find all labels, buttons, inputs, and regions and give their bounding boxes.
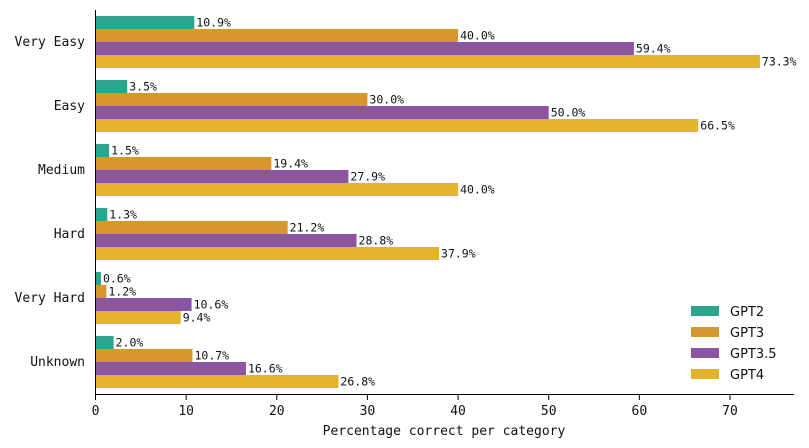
bar-gpt3-5-medium xyxy=(95,170,349,183)
category-label: Very Hard xyxy=(15,291,85,306)
bar-gpt4-medium xyxy=(95,183,459,196)
bar-gpt4-hard xyxy=(95,247,440,260)
x-axis-label: Percentage correct per category xyxy=(323,424,566,439)
x-tick-label: 40 xyxy=(450,404,466,419)
value-label: 30.0% xyxy=(369,93,404,107)
value-label: 37.9% xyxy=(441,247,476,261)
bar-gpt2-unknown xyxy=(95,336,114,349)
bar-gpt3-hard xyxy=(95,221,288,234)
x-tick-label: 70 xyxy=(722,404,738,419)
x-tick-label: 60 xyxy=(632,404,648,419)
x-tick-label: 50 xyxy=(541,404,557,419)
bar-gpt2-very-hard xyxy=(95,272,101,285)
value-label: 40.0% xyxy=(460,183,495,197)
bar-gpt4-easy xyxy=(95,119,699,132)
category-label: Medium xyxy=(38,163,85,178)
value-label: 2.0% xyxy=(116,336,144,350)
value-label: 10.9% xyxy=(196,16,231,30)
bar-gpt4-very-hard xyxy=(95,311,181,324)
bar-gpt3-very-easy xyxy=(95,29,459,42)
legend-label: GPT2 xyxy=(730,305,764,320)
value-labels-layer: 10.9% 40.0% 59.4% 73.3% 3.5% 30.0% 50.0% 66.5% 1… xyxy=(103,16,797,389)
value-label: 28.8% xyxy=(359,234,394,248)
legend-swatch xyxy=(691,369,719,379)
bar-gpt3-5-very-easy xyxy=(95,42,634,55)
category-label: Easy xyxy=(54,99,85,114)
category-label: Unknown xyxy=(30,355,85,370)
x-tick-label: 0 xyxy=(92,404,100,419)
x-tick-label: 20 xyxy=(269,404,285,419)
value-label: 0.6% xyxy=(103,272,131,286)
bar-gpt4-unknown xyxy=(95,375,339,388)
legend-swatch xyxy=(691,306,719,316)
legend-label: GPT3 xyxy=(730,326,764,341)
value-label: 66.5% xyxy=(700,119,735,133)
legend-swatch xyxy=(691,327,719,337)
value-label: 21.2% xyxy=(290,221,325,235)
value-label: 59.4% xyxy=(636,42,671,56)
bar-gpt3-unknown xyxy=(95,349,193,362)
value-label: 40.0% xyxy=(460,29,495,43)
bar-gpt3-easy xyxy=(95,93,368,106)
value-label: 1.3% xyxy=(109,208,137,222)
value-label: 73.3% xyxy=(762,55,797,69)
x-tick-label: 30 xyxy=(360,404,376,419)
category-label: Hard xyxy=(54,227,85,242)
bar-gpt3-medium xyxy=(95,157,272,170)
bar-gpt2-easy xyxy=(95,80,128,93)
value-label: 26.8% xyxy=(340,375,375,389)
bar-gpt4-very-easy xyxy=(95,55,760,68)
legend: GPT2 GPT3 GPT3.5 GPT4 xyxy=(691,305,777,383)
value-label: 16.6% xyxy=(248,362,283,376)
value-label: 27.9% xyxy=(350,170,385,184)
bar-gpt2-hard xyxy=(95,208,108,221)
value-label: 3.5% xyxy=(129,80,157,94)
bar-gpt3-5-unknown xyxy=(95,362,246,375)
value-label: 50.0% xyxy=(551,106,586,120)
value-label: 1.2% xyxy=(108,285,136,299)
bar-gpt2-very-easy xyxy=(95,16,195,29)
bars-layer xyxy=(95,16,760,388)
legend-label: GPT3.5 xyxy=(730,347,777,362)
value-label: 10.6% xyxy=(194,298,229,312)
value-label: 10.7% xyxy=(194,349,229,363)
bar-gpt3-5-hard xyxy=(95,234,357,247)
bar-gpt3-very-hard xyxy=(95,285,107,298)
x-ticks: 0 10 20 30 40 50 60 70 xyxy=(92,395,738,419)
bar-gpt3-5-easy xyxy=(95,106,549,119)
legend-swatch xyxy=(691,348,719,358)
value-label: 19.4% xyxy=(273,157,308,171)
value-label: 1.5% xyxy=(111,144,139,158)
x-tick-label: 10 xyxy=(178,404,194,419)
bar-gpt3-5-very-hard xyxy=(95,298,192,311)
category-labels: Very Easy Easy Medium Hard Very Hard Unknown xyxy=(15,35,86,370)
value-label: 9.4% xyxy=(183,311,211,325)
bar-gpt2-medium xyxy=(95,144,110,157)
legend-label: GPT4 xyxy=(730,368,764,383)
category-label: Very Easy xyxy=(15,35,86,50)
